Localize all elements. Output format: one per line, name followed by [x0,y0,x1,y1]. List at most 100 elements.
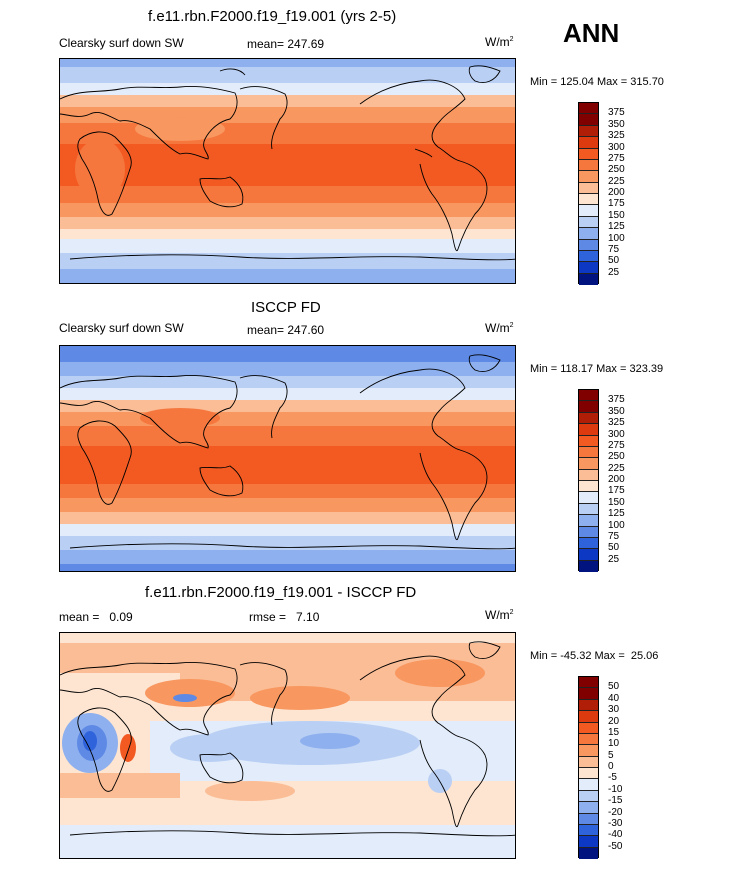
colorbar-swatch [579,756,598,768]
colorbar-tick-label: 275 [608,152,625,164]
panel2-colorbar [578,389,599,572]
panel3-rmse-label: rmse = 7.10 [249,610,320,624]
panel3-title: f.e11.rbn.F2000.f19_f19.001 - ISCCP FD [145,584,417,601]
colorbar-tick-label: 40 [608,692,620,704]
colorbar-swatch [579,733,598,746]
colorbar-tick-label: 0 [608,761,614,772]
colorbar-swatch [579,435,598,447]
colorbar-swatch [579,159,598,172]
colorbar-swatch [579,503,598,516]
colorbar-tick-label: 10 [608,738,620,750]
colorbar-tick-label: 250 [608,451,625,463]
colorbar-swatch [579,424,598,436]
colorbar-tick-label: 225 [608,175,625,187]
colorbar-tick-label: 175 [608,485,625,497]
colorbar-swatch [579,273,598,285]
colorbar-swatch [579,182,598,194]
colorbar-swatch [579,458,598,470]
panel2-title: ISCCP FD [251,299,321,316]
colorbar-tick-label: 175 [608,198,625,210]
colorbar-swatch [579,515,598,527]
colorbar-tick-label: 200 [608,187,625,198]
colorbar-swatch [579,847,598,859]
colorbar-tick-label: 300 [608,428,625,440]
colorbar-swatch [579,228,598,240]
colorbar-swatch [579,711,598,723]
colorbar-swatch [579,836,598,848]
panel3-units: W/m2 [485,608,514,622]
panel3-map [59,632,516,859]
panel1-minmax: Min = 125.04 Max = 315.70 [530,76,664,88]
colorbar-swatch [579,677,598,689]
colorbar-tick-label: -5 [608,772,617,784]
panel2-mean-label: mean= 247.60 [247,323,325,337]
colorbar-tick-label: 100 [608,232,625,244]
colorbar-tick-label: 5 [608,749,614,761]
panel1-units: W/m2 [485,35,514,49]
colorbar-swatch [579,205,598,217]
colorbar-tick-label: -20 [608,806,623,818]
colorbar-tick-label: 75 [608,243,620,255]
colorbar-tick-label: 20 [608,715,620,727]
colorbar-swatch [579,699,598,712]
colorbar-tick-label: 275 [608,439,625,451]
colorbar-tick-label: 350 [608,405,625,417]
colorbar-swatch [579,114,598,126]
colorbar-tick-label: 50 [608,542,620,554]
colorbar-swatch [579,262,598,274]
colorbar-tick-label: -15 [608,795,623,807]
colorbar-tick-label: 50 [608,255,620,267]
colorbar-tick-label: 225 [608,462,625,474]
panel2-units: W/m2 [485,321,514,335]
colorbar-swatch [579,481,598,493]
colorbar-swatch [579,148,598,160]
panel3-mean-label: mean = 0.09 [59,610,133,624]
colorbar-swatch [579,537,598,550]
colorbar-tick-label: 15 [608,726,620,738]
season-label: ANN [563,18,620,48]
colorbar-tick-label: 375 [608,394,625,406]
colorbar-swatch [579,216,598,229]
colorbar-tick-label: 25 [608,266,620,278]
colorbar-swatch [579,790,598,803]
colorbar-swatch [579,125,598,138]
colorbar-swatch [579,171,598,183]
colorbar-swatch [579,779,598,791]
colorbar-tick-label: 375 [608,107,625,119]
colorbar-swatch [579,768,598,780]
colorbar-swatch [579,469,598,481]
colorbar-tick-label: 75 [608,530,620,542]
colorbar-tick-label: 300 [608,141,625,153]
panel1-colorbar [578,102,599,285]
colorbar-swatch [579,560,598,572]
colorbar-tick-label: 325 [608,130,625,142]
colorbar-swatch [579,824,598,837]
colorbar-swatch [579,745,598,757]
colorbar-swatch [579,802,598,814]
colorbar-tick-label: 25 [608,553,620,565]
colorbar-tick-label: 125 [608,221,625,233]
colorbar-swatch [579,239,598,251]
colorbar-swatch [579,103,598,115]
colorbar-tick-label: 350 [608,118,625,130]
colorbar-swatch [579,688,598,700]
panel3-minmax: Min = -45.32 Max = 25.06 [530,650,659,662]
panel2-minmax: Min = 118.17 Max = 323.39 [530,363,664,375]
panel1-mean-label: mean= 247.69 [247,37,325,51]
panel1-map [59,58,516,284]
colorbar-tick-label: 125 [608,508,625,520]
colorbar-swatch [579,390,598,402]
colorbar-tick-label: 50 [608,681,620,693]
colorbar-swatch [579,549,598,561]
panel1-variable-label: Clearsky surf down SW [59,36,184,50]
colorbar-swatch [579,446,598,459]
colorbar-swatch [579,492,598,504]
panel2-map [59,345,516,572]
colorbar-swatch [579,526,598,538]
colorbar-swatch [579,412,598,425]
colorbar-swatch [579,137,598,149]
panel1-title: f.e11.rbn.F2000.f19_f19.001 (yrs 2-5) [148,8,397,25]
colorbar-tick-label: -10 [608,783,623,795]
colorbar-tick-label: -50 [608,840,623,852]
colorbar-tick-label: 325 [608,417,625,429]
